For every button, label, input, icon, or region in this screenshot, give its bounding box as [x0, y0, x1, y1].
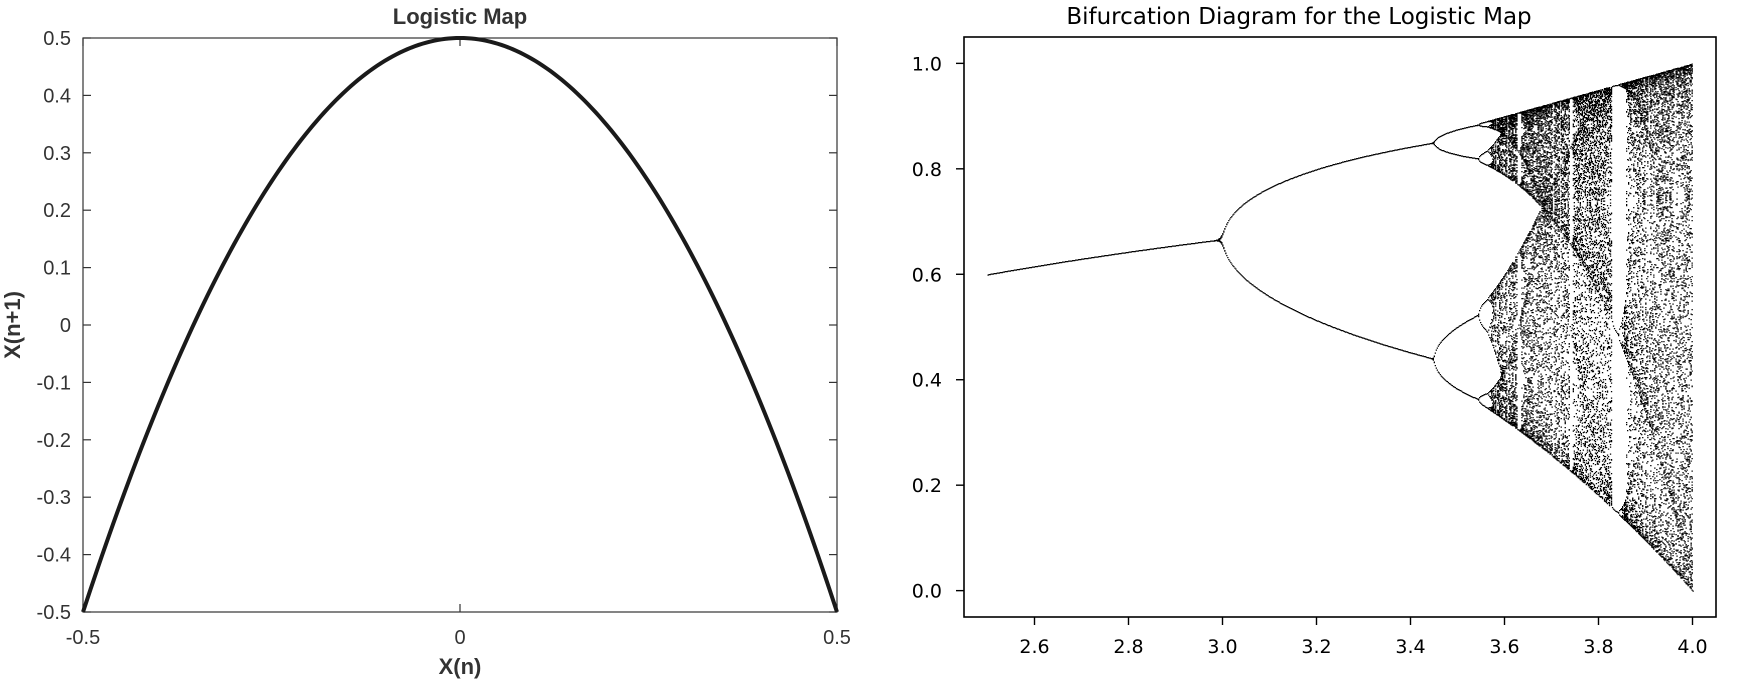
- y-tick-label: 0: [60, 315, 71, 337]
- y-tick-label: 0.2: [912, 475, 942, 497]
- chart-logistic-map: Logistic Map 0.50.40.30.20.10-0.1-0.2-0.…: [0, 4, 851, 679]
- x-tick-label: 2.8: [1113, 636, 1143, 658]
- y-tick-label: 0.3: [43, 143, 71, 165]
- y-axis-ticks: 0.5 0.4 0.3 0.2 0.1 0 -0.1 -0.2 -0.3 -0.4 -0.5: [37, 28, 837, 624]
- series-line: [81, 35, 839, 613]
- x-tick-label: 0: [454, 627, 465, 649]
- chart-title: Bifurcation Diagram for the Logistic Map: [1066, 4, 1531, 30]
- x-tick-label: 0.5: [823, 627, 851, 649]
- x-tick-label: 3.0: [1207, 636, 1237, 658]
- x-axis-ticks: -0.5 0 0.5: [66, 38, 851, 649]
- x-tick-label: 3.4: [1395, 636, 1425, 658]
- x-axis-ticks: 2.6 2.8 3.0 3.2 3.4 3.6 3.8 4.0: [1019, 617, 1708, 658]
- plot-frame: [963, 36, 1717, 618]
- y-tick-label: 0.1: [43, 258, 71, 280]
- x-tick-label: 3.8: [1583, 636, 1613, 658]
- chart-bifurcation: Bifurcation Diagram for the Logistic Map…: [912, 4, 1717, 658]
- y-tick-label: 0.5: [43, 28, 71, 50]
- x-tick-label: -0.5: [66, 627, 100, 649]
- y-tick-label: 0.6: [912, 264, 942, 286]
- y-tick-label: -0.3: [37, 487, 71, 509]
- y-tick-label: 0.4: [43, 85, 71, 107]
- y-tick-label: 0.4: [912, 370, 942, 392]
- plot-frame: [82, 37, 838, 613]
- y-tick-label: 0.2: [43, 200, 71, 222]
- y-tick-label: 1.0: [912, 53, 942, 75]
- x-tick-label: 2.6: [1019, 636, 1049, 658]
- y-tick-label: -0.5: [37, 602, 71, 624]
- y-tick-label: -0.4: [37, 545, 71, 567]
- y-tick-label: -0.1: [37, 372, 71, 394]
- bifurcation-scatter: [987, 63, 1694, 592]
- bifurcation-points: [987, 63, 1694, 592]
- x-tick-label: 3.2: [1301, 636, 1331, 658]
- y-axis-ticks: 1.0 0.8 0.6 0.4 0.2 0.0: [912, 53, 964, 603]
- y-tick-label: -0.2: [37, 430, 71, 452]
- x-tick-label: 4.0: [1677, 636, 1707, 658]
- y-tick-label: 0.8: [912, 159, 942, 181]
- x-tick-label: 3.6: [1489, 636, 1519, 658]
- y-tick-label: 0.0: [912, 581, 942, 603]
- y-axis-label: X(n+1): [0, 291, 25, 359]
- x-axis-label: X(n): [439, 654, 482, 679]
- chart-title: Logistic Map: [393, 4, 527, 29]
